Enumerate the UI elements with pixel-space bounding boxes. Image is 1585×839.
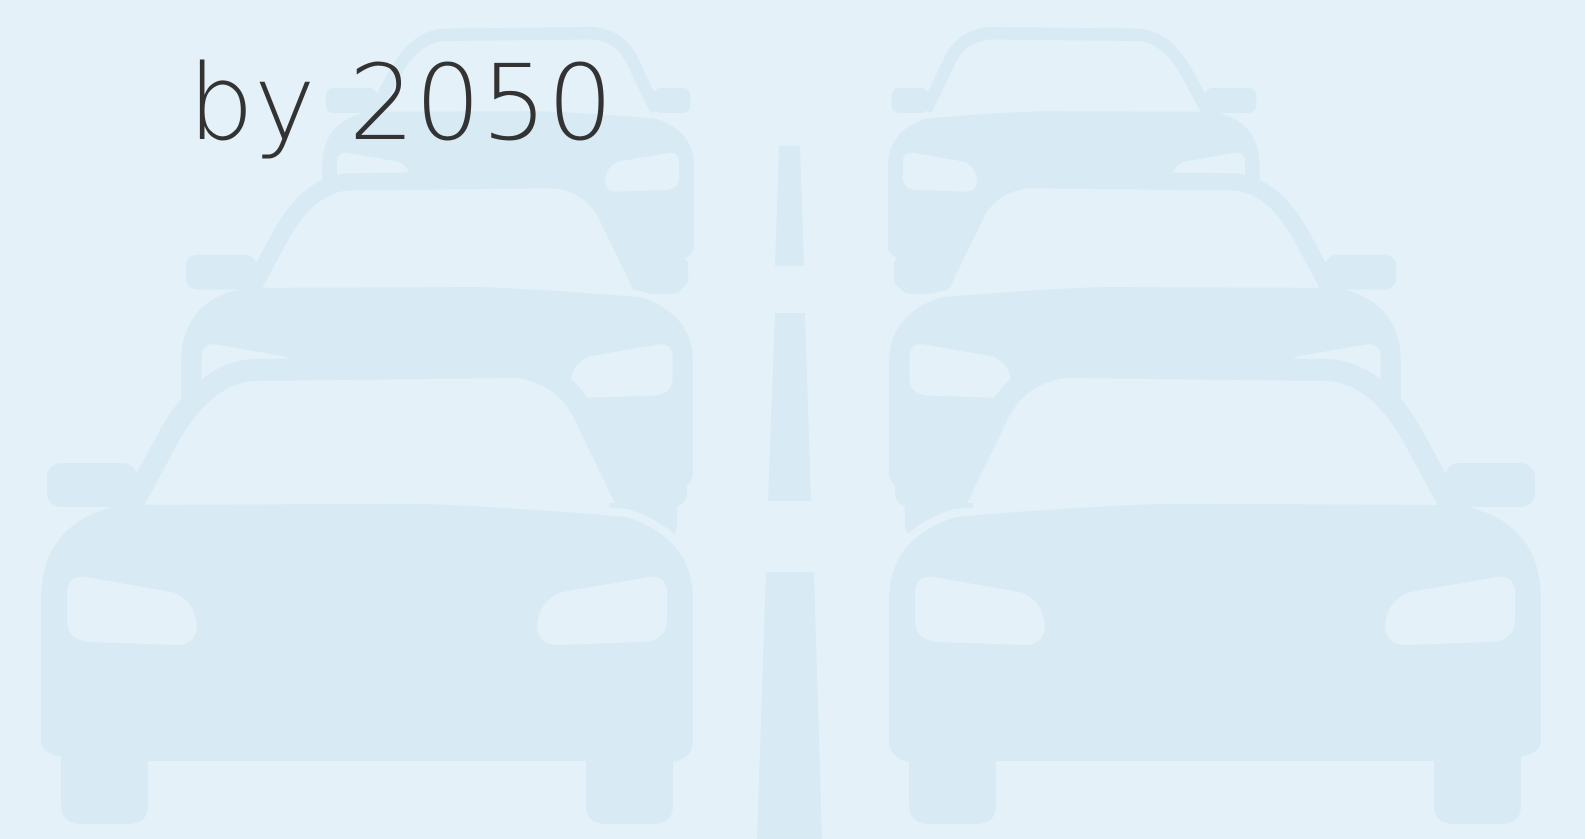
- car: [37, 367, 697, 828]
- lane-mark: [768, 313, 811, 501]
- car: [885, 367, 1545, 828]
- cars-right: [885, 33, 1545, 828]
- lane-mark: [757, 572, 822, 839]
- page: by 2050 (() => { const data = JSON.parse…: [0, 0, 1585, 839]
- lane-mark: [775, 146, 804, 266]
- scene: by 2050: [0, 0, 1585, 839]
- road-markings: [757, 146, 822, 839]
- title: by 2050: [188, 42, 613, 164]
